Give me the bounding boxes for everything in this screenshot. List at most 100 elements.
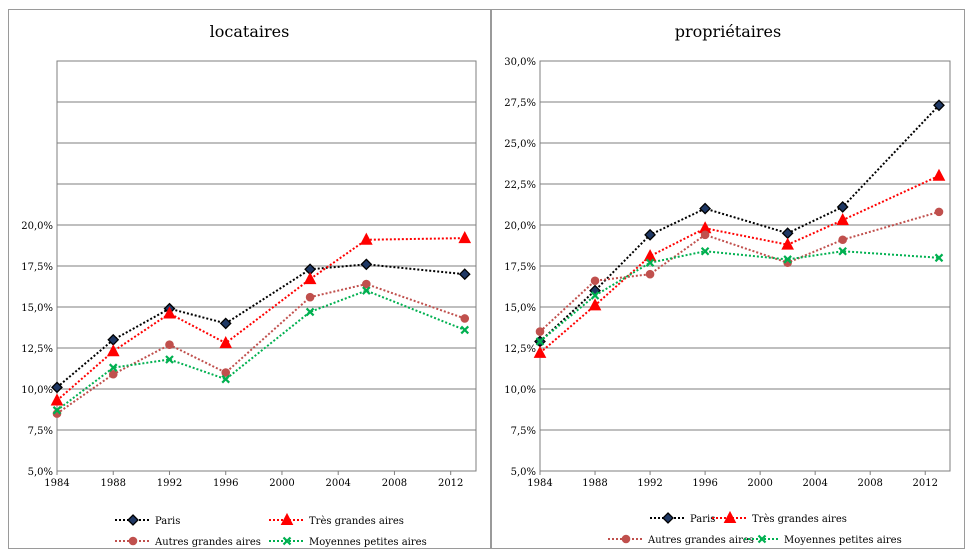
data-point	[590, 291, 600, 300]
chart-proprietaires-svg: 5,0% 7,5% 10,0% 12,5% 15,0% 17,5% 20,0% 22,5% 25…	[504, 57, 951, 546]
y-tick-label: 27,5%	[504, 98, 536, 109]
x-tick-label: 1992	[637, 478, 662, 489]
data-point	[700, 230, 710, 240]
y-tick-label: 12,5%	[21, 344, 53, 355]
y-tick-label: 30,0%	[504, 57, 536, 68]
data-point	[458, 231, 472, 244]
data-point	[590, 276, 600, 286]
y-tick-label: 17,5%	[504, 262, 536, 273]
data-point	[700, 246, 710, 256]
chart-panel-proprietaires: propriétaires 5,0% 7,5% 10,0% 12,5% 15,0% 17,…	[491, 9, 965, 549]
x-tick-label: 2000	[747, 478, 772, 489]
data-point	[163, 306, 176, 319]
series-très-grandes-aires	[50, 231, 472, 406]
legend-label: Très grandes aires	[752, 514, 847, 525]
data-point	[362, 279, 371, 289]
x-tick-label: 2004	[325, 478, 350, 489]
data-point	[932, 168, 946, 181]
legend-sample	[115, 514, 151, 526]
x-tick-label: 2008	[857, 478, 882, 489]
series-autres-grandes-aires	[535, 207, 944, 336]
legend-sample	[115, 536, 151, 546]
series-line	[539, 250, 940, 343]
x-tick-label: 2008	[382, 478, 407, 489]
data-point	[362, 286, 371, 295]
legend-label: Très grandes aires	[309, 516, 404, 527]
y-tick-label: 7,5%	[28, 426, 53, 437]
data-point	[643, 249, 657, 262]
data-point	[781, 237, 794, 250]
legend-label: Moyennes petites aires	[309, 537, 427, 548]
chart-locataires-svg: 5,0% 7,5% 10,0% 12,5% 15,0% 17,5% 20,0% 1984 198…	[21, 60, 477, 548]
data-point	[934, 253, 944, 263]
legend-marker	[127, 514, 139, 526]
data-point	[588, 298, 602, 311]
x-tick-label: 2004	[802, 478, 827, 489]
x-tick-label: 2012	[913, 478, 938, 489]
data-point	[645, 258, 655, 267]
y-tick-label: 22,5%	[504, 180, 536, 191]
legend-marker	[280, 512, 294, 525]
data-point	[535, 337, 545, 346]
y-tick-label: 7,5%	[511, 426, 536, 437]
chart-panel-locataires: locataires 5,0% 7,5% 10,0% 12,5% 15,0% 17,5% 2…	[8, 9, 491, 549]
series-très-grandes-aires	[533, 168, 946, 358]
series-line	[56, 263, 465, 389]
data-point	[533, 345, 547, 358]
data-point	[305, 307, 315, 317]
data-point	[460, 325, 470, 335]
series-moyennes-petites-aires	[52, 286, 470, 415]
data-point	[52, 406, 62, 415]
y-tick-label: 5,0%	[28, 467, 53, 478]
data-point	[165, 355, 174, 364]
legend-sample	[712, 510, 748, 523]
legend-marker	[282, 536, 292, 546]
data-point	[108, 369, 118, 379]
series-line	[539, 174, 940, 354]
data-point	[219, 317, 232, 330]
legend-sample	[744, 534, 780, 544]
x-tick-label: 1984	[527, 478, 552, 489]
x-tick-label: 1992	[157, 478, 182, 489]
data-point	[699, 202, 712, 215]
legend-label: Autres grandes aires	[154, 537, 261, 548]
data-point	[108, 363, 118, 372]
plot-area	[539, 60, 951, 472]
data-point	[836, 213, 850, 226]
legend-marker	[723, 510, 737, 523]
legend-marker	[621, 534, 631, 544]
data-point	[535, 327, 545, 336]
legend-label: Moyennes petites aires	[784, 535, 902, 546]
data-point	[106, 344, 120, 357]
y-tick-label: 5,0%	[511, 467, 536, 478]
y-tick-label: 17,5%	[21, 262, 53, 273]
x-tick-label: 2012	[438, 478, 463, 489]
x-tick-label: 1988	[582, 478, 607, 489]
plot-area	[56, 60, 477, 472]
data-point	[933, 99, 945, 112]
legend-label: Paris	[690, 514, 715, 525]
legend-label: Autres grandes aires	[647, 535, 754, 546]
data-point	[219, 336, 233, 349]
data-point	[838, 246, 847, 256]
data-point	[934, 207, 944, 217]
data-point	[360, 232, 373, 245]
series-moyennes-petites-aires	[535, 246, 944, 346]
legend-sample	[650, 512, 686, 524]
data-point	[458, 268, 471, 281]
data-point	[51, 381, 63, 394]
y-tick-label: 10,0%	[504, 385, 536, 396]
y-tick-label: 15,0%	[504, 303, 536, 314]
x-tick-label: 1996	[692, 478, 717, 489]
data-point	[460, 314, 470, 323]
legend-marker	[662, 512, 674, 524]
legend-marker	[757, 534, 767, 544]
chart-title: locataires	[209, 22, 290, 41]
y-tick-label: 20,0%	[504, 221, 536, 232]
y-tick-label: 20,0%	[21, 221, 53, 232]
y-tick-label: 15,0%	[21, 303, 53, 314]
data-point	[836, 201, 849, 213]
series-line	[56, 289, 466, 412]
x-tick-label: 1988	[101, 478, 126, 489]
data-point	[360, 258, 373, 271]
